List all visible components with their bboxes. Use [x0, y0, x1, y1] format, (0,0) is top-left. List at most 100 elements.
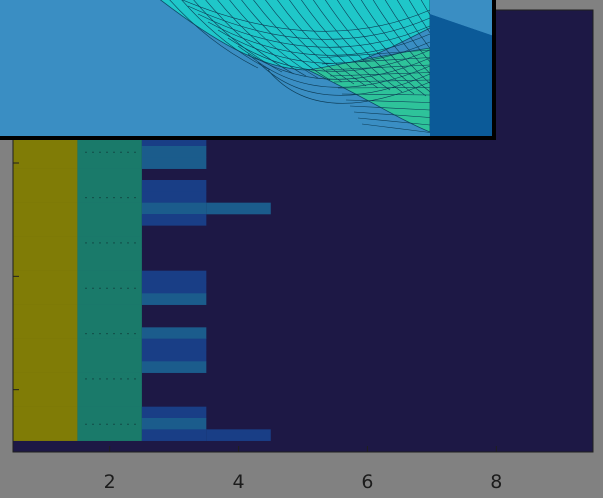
heatmap-cell: [77, 429, 142, 441]
texture-dot: [106, 197, 108, 199]
heatmap-cell: [141, 418, 207, 430]
texture-dot: [127, 423, 129, 425]
mesh-line: [349, 105, 431, 111]
heatmap-cell: [13, 293, 78, 305]
texture-dot: [120, 242, 122, 244]
heatmap-cell: [13, 180, 78, 192]
texture-dot: [113, 197, 115, 199]
heatmap-cell: [77, 191, 142, 203]
heatmap-cell: [13, 191, 78, 203]
heatmap-cell: [141, 327, 207, 339]
heatmap-cell: [13, 429, 78, 441]
heatmap-cell: [141, 191, 207, 203]
mesh-line: [257, 61, 431, 96]
heatmap-cell: [77, 384, 142, 396]
texture-dot: [92, 242, 94, 244]
heatmap-cell: [141, 180, 207, 192]
heatmap-cell: [141, 338, 207, 351]
mesh-line: [317, 49, 431, 59]
heatmap-cell: [13, 304, 78, 317]
x-tick-label: 2: [104, 471, 116, 493]
heatmap-cell: [206, 202, 271, 215]
heatmap-cell: [77, 372, 142, 385]
heatmap-cell: [13, 384, 78, 396]
mesh-line: [345, 99, 431, 103]
texture-dot: [85, 333, 87, 335]
mesh-line: [265, 0, 355, 85]
heatmap-cell: [13, 395, 78, 407]
heatmap-cell: [141, 361, 207, 373]
heatmap-cell: [77, 293, 142, 305]
mesh-line: [205, 0, 295, 75]
inset-surface-plot: [0, 0, 496, 140]
texture-dot: [127, 197, 129, 199]
mesh-line: [217, 0, 307, 77]
heatmap-cell: [77, 270, 142, 283]
mesh-line: [353, 111, 431, 118]
mesh-line: [325, 64, 431, 71]
texture-dot: [92, 287, 94, 289]
heatmap-cell: [13, 168, 78, 181]
heatmap-cell: [13, 214, 78, 226]
x-tick-label: 6: [361, 471, 373, 493]
heatmap-cell: [141, 146, 207, 158]
heatmap-cell: [13, 282, 78, 294]
mesh-line: [321, 57, 431, 65]
mesh-line: [333, 79, 431, 83]
texture-dot: [92, 333, 94, 335]
mesh-line: [169, 0, 259, 69]
texture-dot: [113, 242, 115, 244]
mesh-line: [237, 45, 431, 80]
mesh-line: [348, 0, 439, 99]
heatmap-cell: [77, 316, 142, 328]
texture-dot: [127, 151, 129, 153]
heatmap-cell: [77, 214, 142, 226]
heatmap-cell: [141, 350, 207, 362]
heatmap-cell: [141, 429, 207, 441]
heatmap-cell: [77, 225, 142, 237]
heatmap-cell: [77, 168, 142, 181]
heatmap-cell: [13, 225, 78, 237]
mesh-line: [361, 123, 431, 133]
heatmap-cell: [13, 134, 78, 147]
texture-dot: [99, 197, 101, 199]
heatmap-cell: [77, 248, 142, 260]
heatmap-cell: [13, 248, 78, 260]
texture-dot: [85, 242, 87, 244]
heatmap-cell: [141, 282, 207, 294]
x-ticks: 2 4 6 8: [104, 446, 502, 493]
heatmap-cell: [13, 236, 78, 249]
texture-dot: [120, 333, 122, 335]
heatmap-cell: [13, 418, 78, 430]
heatmap-cell: [77, 338, 142, 351]
heatmap-cell: [77, 282, 142, 294]
heatmap-cell: [77, 180, 142, 192]
x-tick-label: 8: [490, 471, 502, 493]
heatmap-cell: [141, 134, 207, 147]
mesh-line: [207, 21, 431, 56]
texture-dot: [113, 423, 115, 425]
heatmap-cell: [13, 146, 78, 158]
x-tick-label: 4: [233, 471, 245, 493]
texture-dot: [120, 197, 122, 199]
mesh-line: [267, 69, 431, 104]
mesh-line: [313, 0, 403, 93]
mesh-line: [187, 5, 431, 40]
mesh-line: [229, 0, 319, 79]
texture-dot: [134, 378, 136, 380]
texture-dot: [134, 242, 136, 244]
heatmap-cell: [13, 157, 78, 169]
texture-dot: [127, 242, 129, 244]
texture-dot: [99, 151, 101, 153]
heatmap-cell: [77, 259, 142, 271]
texture-dot: [106, 151, 108, 153]
heatmap-cell: [141, 157, 207, 169]
mesh-line: [227, 37, 431, 72]
texture-dot: [85, 197, 87, 199]
texture-dot: [106, 378, 108, 380]
mesh-line: [181, 0, 271, 71]
texture-dot: [85, 423, 87, 425]
heatmap-cell: [13, 270, 78, 283]
texture-dot: [113, 333, 115, 335]
mesh-line: [329, 72, 431, 77]
